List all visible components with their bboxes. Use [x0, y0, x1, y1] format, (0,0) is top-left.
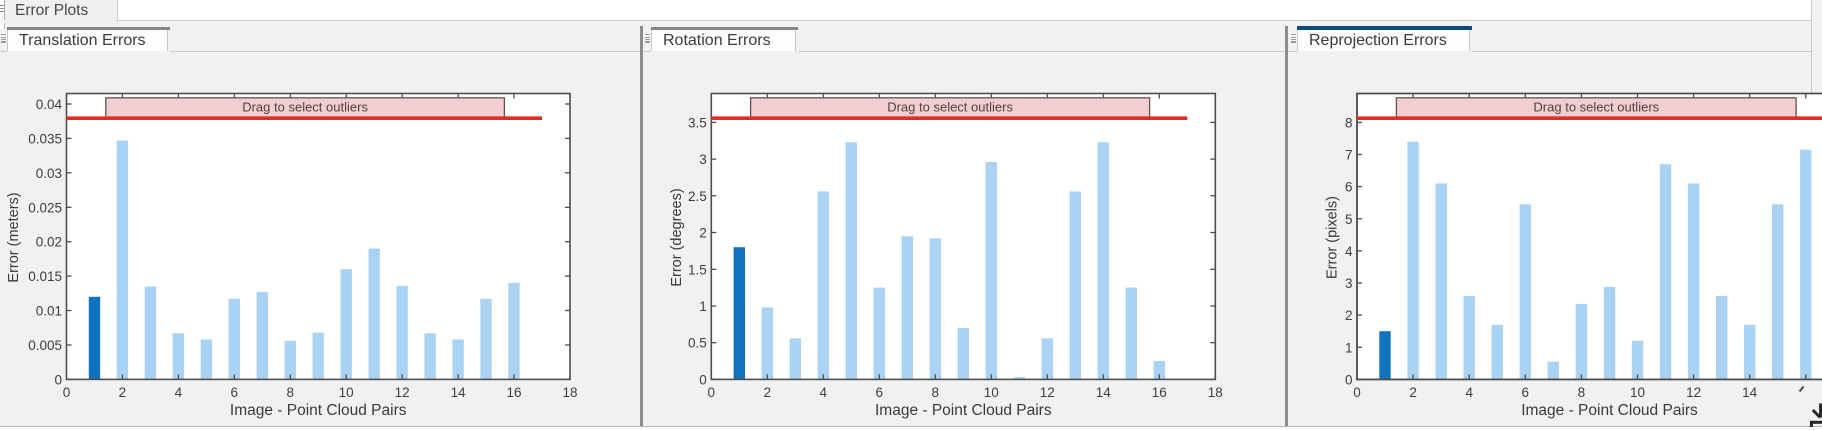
svg-text:2: 2	[119, 385, 127, 400]
svg-text:0.5: 0.5	[688, 336, 707, 351]
svg-text:4: 4	[175, 385, 183, 400]
svg-text:0: 0	[63, 385, 71, 400]
svg-text:6: 6	[231, 385, 239, 400]
svg-text:0: 0	[1353, 385, 1361, 400]
svg-text:18: 18	[1208, 385, 1223, 400]
svg-text:5: 5	[1345, 212, 1353, 227]
svg-text:8: 8	[1578, 385, 1586, 400]
svg-text:14: 14	[1742, 385, 1758, 400]
svg-text:10: 10	[1630, 385, 1645, 400]
svg-text:14: 14	[1096, 385, 1112, 400]
svg-text:1.5: 1.5	[688, 262, 707, 277]
svg-text:18: 18	[562, 385, 577, 400]
svg-text:3: 3	[1345, 276, 1353, 291]
svg-text:Image - Point Cloud Pairs: Image - Point Cloud Pairs	[230, 402, 407, 419]
svg-text:1: 1	[1345, 340, 1353, 355]
svg-text:7: 7	[1345, 148, 1353, 163]
svg-text:Error (pixels): Error (pixels)	[1325, 196, 1341, 279]
svg-text:6: 6	[876, 385, 884, 400]
svg-text:0.025: 0.025	[28, 200, 62, 215]
svg-text:0.005: 0.005	[28, 338, 62, 353]
svg-text:Drag to select outliers: Drag to select outliers	[1533, 100, 1659, 115]
svg-text:8: 8	[287, 385, 295, 400]
svg-text:0.035: 0.035	[28, 131, 62, 146]
svg-text:12: 12	[395, 385, 410, 400]
svg-text:2: 2	[1409, 385, 1417, 400]
svg-text:0: 0	[1345, 372, 1353, 387]
svg-text:2: 2	[1345, 308, 1353, 323]
svg-text:0.015: 0.015	[28, 269, 62, 284]
svg-text:Drag to select outliers: Drag to select outliers	[887, 100, 1013, 115]
svg-text:10: 10	[339, 385, 354, 400]
svg-text:6: 6	[1345, 180, 1353, 195]
svg-text:Error (meters): Error (meters)	[6, 192, 22, 282]
svg-text:14: 14	[451, 385, 467, 400]
svg-text:Image - Point Cloud Pairs: Image - Point Cloud Pairs	[875, 402, 1052, 419]
svg-text:6: 6	[1522, 385, 1530, 400]
svg-text:2: 2	[764, 385, 772, 400]
svg-text:Error (degrees): Error (degrees)	[669, 188, 685, 286]
svg-text:0.04: 0.04	[36, 97, 63, 112]
svg-text:4: 4	[820, 385, 828, 400]
svg-text:12: 12	[1040, 385, 1055, 400]
svg-text:12: 12	[1686, 385, 1701, 400]
svg-text:Image - Point Cloud Pairs: Image - Point Cloud Pairs	[1521, 402, 1698, 419]
svg-text:1: 1	[699, 299, 707, 314]
svg-text:10: 10	[984, 385, 999, 400]
svg-text:0: 0	[699, 372, 707, 387]
svg-text:3.5: 3.5	[688, 115, 707, 130]
svg-text:0: 0	[54, 372, 62, 387]
svg-text:8: 8	[932, 385, 940, 400]
svg-text:4: 4	[1465, 385, 1473, 400]
svg-text:0.02: 0.02	[36, 235, 62, 250]
svg-text:16: 16	[1152, 385, 1167, 400]
svg-text:0: 0	[708, 385, 716, 400]
svg-text:2.5: 2.5	[688, 189, 707, 204]
svg-text:0.01: 0.01	[36, 304, 62, 319]
svg-text:4: 4	[1345, 244, 1353, 259]
svg-text:16: 16	[506, 385, 521, 400]
svg-text:Drag to select outliers: Drag to select outliers	[242, 100, 368, 115]
svg-text:0.03: 0.03	[36, 166, 62, 181]
svg-text:3: 3	[699, 152, 707, 167]
svg-text:8: 8	[1345, 115, 1353, 130]
svg-text:2: 2	[699, 226, 707, 241]
